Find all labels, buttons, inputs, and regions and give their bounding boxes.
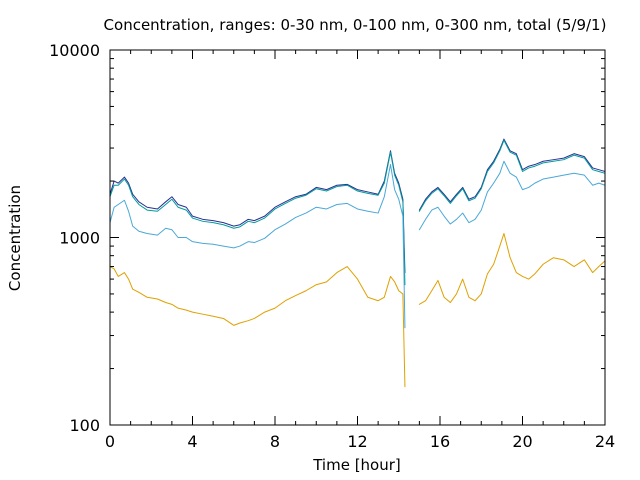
x-tick-label-3: 12: [347, 432, 367, 451]
series-1-segment-0: [109, 151, 406, 286]
series-3-segment-1: [418, 233, 606, 305]
y-tick-label-0: 100: [69, 416, 100, 435]
y-tick-label-2: 10000: [49, 41, 100, 60]
chart-title: Concentration, ranges: 0-30 nm, 0-100 nm…: [104, 16, 607, 34]
x-tick-label-5: 20: [512, 432, 532, 451]
x-tick-label-4: 16: [430, 432, 450, 451]
x-axis-label: Time [hour]: [312, 456, 401, 474]
series-0-segment-0: [109, 150, 406, 274]
x-tick-label-0: 0: [105, 432, 115, 451]
series-1-segment-1: [418, 139, 606, 212]
x-tick-label-2: 8: [270, 432, 280, 451]
x-tick-label-6: 24: [595, 432, 615, 451]
y-axis-label: Concentration: [6, 185, 24, 291]
y-tick-label-1: 1000: [59, 229, 100, 248]
label-layer: Concentration, ranges: 0-30 nm, 0-100 nm…: [6, 16, 606, 474]
series-3-segment-0: [109, 266, 406, 388]
x-tick-label-1: 4: [187, 432, 197, 451]
series-2-segment-0: [109, 164, 406, 329]
axis-layer: 0 4 8 12 16 20 24 100 1000 10000: [49, 41, 615, 451]
series-layer: [109, 138, 606, 388]
series-2-segment-1: [418, 160, 606, 231]
